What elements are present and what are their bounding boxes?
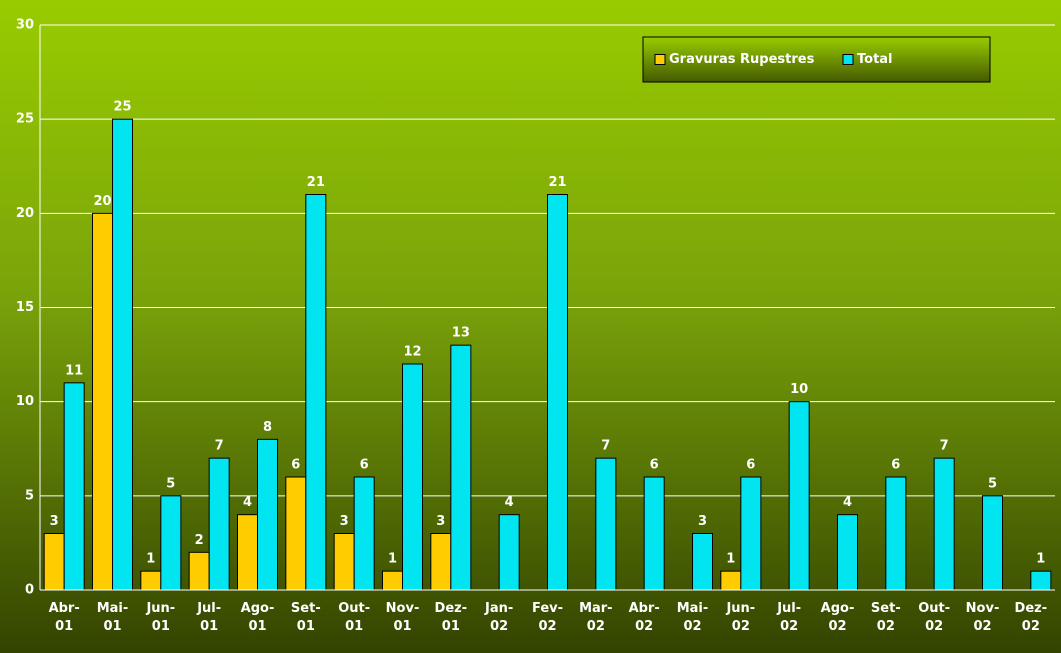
value-label: 3	[698, 514, 707, 529]
x-tick-label: Jul-01	[196, 601, 221, 634]
value-label: 6	[291, 458, 300, 473]
x-tick-label: Jun-02	[725, 601, 755, 634]
value-label: 13	[452, 326, 470, 341]
x-tick-label: Ago-01	[241, 601, 275, 634]
value-label: 6	[360, 458, 369, 473]
bar	[402, 363, 423, 591]
value-label: 4	[843, 495, 852, 510]
bar	[160, 495, 182, 591]
value-label: 5	[166, 476, 175, 491]
x-tick-label: Mar-02	[579, 601, 613, 634]
value-label: 7	[940, 439, 949, 454]
bar	[692, 533, 713, 591]
x-tick-label: Ago-02	[821, 601, 855, 634]
x-tick-label: Jan-02	[484, 601, 513, 634]
bar	[112, 118, 133, 591]
x-tick-label: Out-01	[338, 601, 370, 634]
bar	[837, 514, 858, 591]
legend-box	[642, 36, 991, 83]
value-label: 8	[263, 420, 272, 435]
bar	[1030, 570, 1052, 591]
value-label: 1	[1036, 552, 1045, 567]
value-label: 21	[307, 175, 325, 190]
x-tick-label: Mai-01	[97, 601, 129, 634]
value-label: 7	[215, 439, 224, 454]
value-label: 11	[65, 363, 83, 378]
value-label: 1	[146, 552, 155, 567]
value-label: 4	[505, 495, 514, 510]
bar	[720, 570, 742, 591]
value-label: 1	[388, 552, 397, 567]
value-label: 6	[746, 458, 755, 473]
bar	[237, 514, 258, 591]
legend-label: Total	[857, 52, 893, 67]
x-tick-label: Jul-02	[776, 601, 801, 634]
y-tick-label: 0	[25, 583, 34, 598]
y-tick-label: 5	[25, 488, 34, 503]
value-label: 2	[195, 533, 204, 548]
value-label: 25	[113, 100, 131, 115]
bar	[595, 457, 617, 591]
bar	[788, 401, 810, 591]
y-tick-label: 20	[16, 206, 34, 221]
x-tick-label: Nov-01	[386, 601, 420, 634]
x-tick-label: Jun-01	[145, 601, 175, 634]
bar	[188, 551, 210, 591]
bar	[643, 476, 665, 591]
value-label: 1	[726, 552, 735, 567]
x-tick-label: Set-01	[291, 601, 321, 634]
value-label: 7	[601, 439, 610, 454]
bar	[285, 476, 307, 591]
bar	[333, 533, 355, 591]
bar	[43, 533, 65, 591]
value-label: 4	[243, 495, 252, 510]
x-tick-label: Fev-02	[532, 601, 563, 634]
value-label: 20	[93, 194, 111, 209]
y-tick-label: 10	[16, 394, 34, 409]
bar	[353, 476, 375, 591]
bar	[430, 533, 452, 591]
legend-swatch	[654, 54, 666, 65]
value-label: 3	[436, 514, 445, 529]
value-label: 6	[650, 458, 659, 473]
bar	[140, 570, 162, 591]
x-tick-label: Set-02	[871, 601, 901, 634]
bar	[740, 476, 762, 591]
y-tick-label: 25	[16, 112, 34, 127]
value-label: 5	[988, 476, 997, 491]
bar	[382, 570, 403, 591]
value-label: 10	[790, 382, 808, 397]
x-tick-label: Dez-02	[1015, 601, 1048, 634]
bar	[257, 438, 278, 591]
x-tick-label: Abr-01	[49, 601, 80, 634]
y-tick-label: 30	[16, 18, 34, 33]
value-label: 21	[548, 175, 566, 190]
value-label: 12	[403, 345, 421, 360]
value-label: 6	[891, 458, 900, 473]
bar	[982, 495, 1003, 591]
bar	[885, 476, 907, 591]
y-tick-label: 15	[16, 300, 34, 315]
x-tick-label: Dez-01	[435, 601, 468, 634]
bar	[208, 457, 230, 591]
bar	[92, 212, 113, 591]
x-tick-label: Out-02	[918, 601, 950, 634]
value-label: 3	[340, 514, 349, 529]
bar	[63, 382, 85, 591]
legend-swatch	[842, 54, 854, 65]
value-label: 3	[50, 514, 59, 529]
bar	[547, 194, 568, 591]
x-tick-label: Abr-02	[629, 601, 660, 634]
x-tick-label: Mai-02	[677, 601, 709, 634]
bar	[933, 457, 955, 591]
bar	[498, 514, 520, 591]
bar	[450, 344, 472, 591]
bar	[305, 194, 327, 591]
legend-label: Gravuras Rupestres	[669, 52, 815, 67]
x-tick-label: Nov-02	[966, 601, 1000, 634]
